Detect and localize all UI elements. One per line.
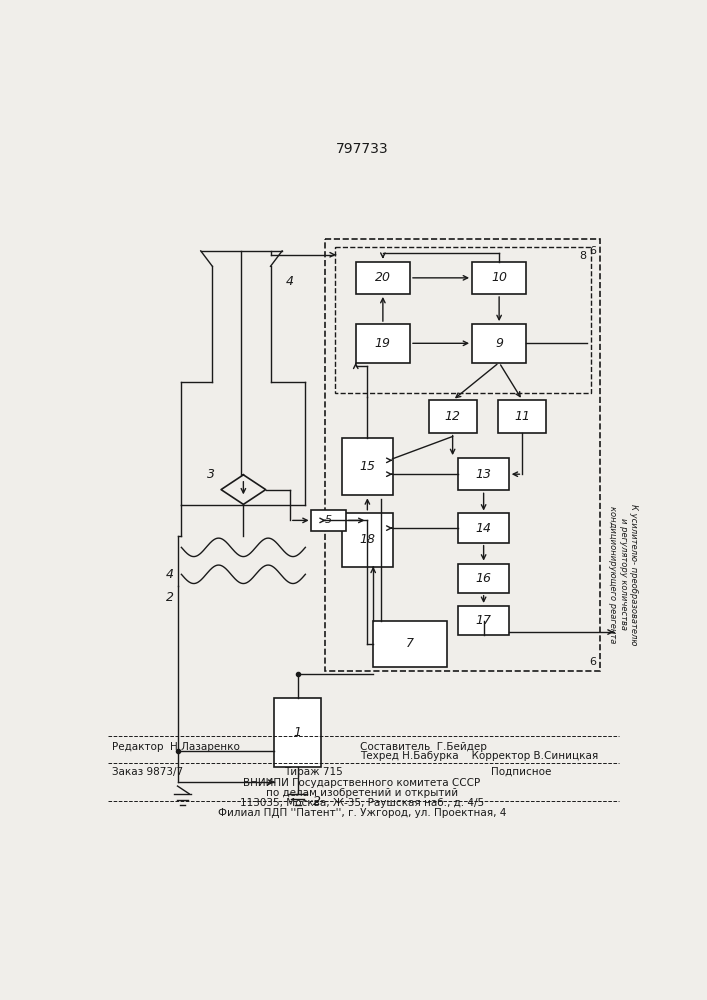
Text: 6: 6 xyxy=(589,657,596,667)
Text: Подписное: Подписное xyxy=(491,767,551,777)
Text: 20: 20 xyxy=(375,271,391,284)
Text: Филиал ПДП ''Патент'', г. Ужгород, ул. Проектная, 4: Филиал ПДП ''Патент'', г. Ужгород, ул. П… xyxy=(218,808,506,818)
Text: 15: 15 xyxy=(359,460,375,473)
Bar xyxy=(356,262,410,294)
Bar xyxy=(458,458,509,490)
Bar xyxy=(472,262,526,294)
Bar xyxy=(335,247,590,393)
Text: по делам изобретений и открытий: по делам изобретений и открытий xyxy=(266,788,458,798)
Text: 6: 6 xyxy=(589,246,596,256)
Bar xyxy=(373,620,447,667)
Text: 9: 9 xyxy=(495,337,503,350)
Text: 18: 18 xyxy=(359,533,375,546)
Text: 7: 7 xyxy=(406,637,414,650)
Bar xyxy=(311,510,346,531)
Text: 14: 14 xyxy=(476,522,491,535)
Text: 3: 3 xyxy=(207,468,215,481)
Text: Техред Н.Бабурка    Корректор В.Синицкая: Техред Н.Бабурка Корректор В.Синицкая xyxy=(360,751,598,761)
Text: Составитель  Г.Бейдер: Составитель Г.Бейдер xyxy=(360,742,486,752)
Text: Тираж 715: Тираж 715 xyxy=(284,767,342,777)
Text: 1: 1 xyxy=(293,726,302,739)
Text: 12: 12 xyxy=(445,410,461,423)
Bar xyxy=(356,324,410,363)
Bar xyxy=(472,324,526,363)
Text: 8: 8 xyxy=(580,251,587,261)
Text: 17: 17 xyxy=(476,614,491,627)
Bar xyxy=(498,400,547,433)
Text: 4: 4 xyxy=(286,275,294,288)
Text: 16: 16 xyxy=(476,572,491,585)
Text: 13: 13 xyxy=(476,468,491,481)
Text: 10: 10 xyxy=(491,271,507,284)
Text: Заказ 9873/7: Заказ 9873/7 xyxy=(112,767,182,777)
Text: 2: 2 xyxy=(313,795,321,808)
Text: 19: 19 xyxy=(375,337,391,350)
Bar xyxy=(458,564,509,593)
Text: 2: 2 xyxy=(165,591,174,604)
Bar xyxy=(342,438,392,495)
Text: ВНИИПИ Государственного комитета СССР: ВНИИПИ Государственного комитета СССР xyxy=(243,778,481,788)
Text: 5: 5 xyxy=(325,515,332,525)
Text: К усилителю- преобразователю
и регулятору количества
кондиционирующего реагента: К усилителю- преобразователю и регулятор… xyxy=(608,504,638,645)
Bar xyxy=(428,400,477,433)
Text: Редактор  Н.Лазаренко: Редактор Н.Лазаренко xyxy=(112,742,240,752)
Text: 11: 11 xyxy=(515,410,530,423)
Bar xyxy=(274,698,321,767)
Bar xyxy=(458,606,509,635)
Text: 4: 4 xyxy=(165,568,174,581)
Bar xyxy=(458,513,509,543)
Text: 797733: 797733 xyxy=(336,142,388,156)
Bar xyxy=(325,239,600,671)
Bar xyxy=(342,513,392,567)
Text: 113035, Москва, Ж-35, Раушская наб., д. 4/5: 113035, Москва, Ж-35, Раушская наб., д. … xyxy=(240,798,484,808)
